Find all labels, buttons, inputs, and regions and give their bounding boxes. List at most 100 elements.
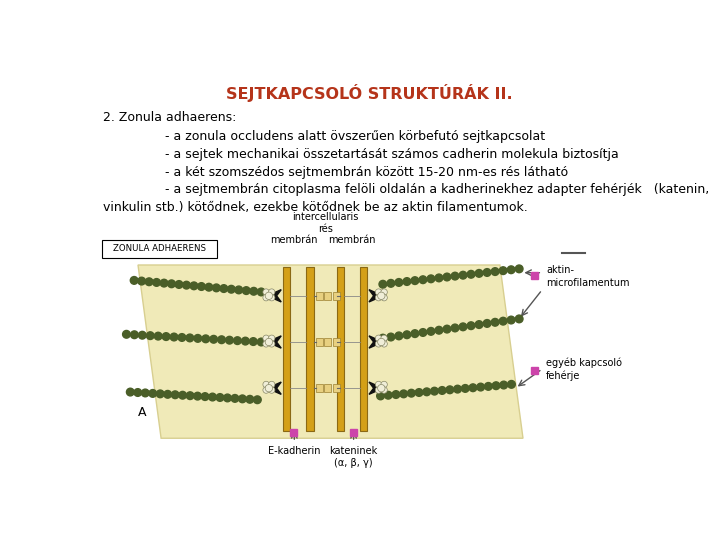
Circle shape	[263, 335, 269, 341]
Circle shape	[141, 389, 149, 397]
Bar	[316, 384, 323, 393]
FancyBboxPatch shape	[102, 240, 217, 258]
Circle shape	[243, 287, 250, 294]
Bar	[333, 384, 340, 393]
Circle shape	[392, 391, 400, 399]
Circle shape	[415, 389, 423, 396]
Bar	[290, 429, 297, 436]
Circle shape	[454, 385, 462, 393]
Circle shape	[491, 268, 499, 275]
Bar	[350, 429, 356, 436]
Circle shape	[516, 315, 523, 323]
Circle shape	[194, 334, 202, 342]
Circle shape	[384, 392, 392, 399]
Circle shape	[263, 387, 269, 393]
Circle shape	[212, 284, 220, 292]
Polygon shape	[369, 382, 383, 394]
Circle shape	[443, 325, 451, 333]
Bar	[306, 267, 314, 430]
Circle shape	[170, 333, 178, 341]
Circle shape	[257, 288, 265, 296]
Circle shape	[377, 384, 385, 392]
Circle shape	[238, 395, 246, 403]
Text: kateninek
(α, β, γ): kateninek (α, β, γ)	[330, 446, 378, 468]
Circle shape	[265, 384, 273, 392]
Circle shape	[263, 294, 269, 301]
Circle shape	[265, 338, 273, 346]
Circle shape	[263, 341, 269, 347]
Circle shape	[231, 395, 239, 402]
Circle shape	[224, 394, 231, 402]
Polygon shape	[267, 336, 282, 348]
Circle shape	[375, 335, 382, 341]
Circle shape	[395, 332, 402, 340]
Circle shape	[138, 332, 146, 339]
Circle shape	[483, 268, 491, 276]
Circle shape	[249, 338, 257, 346]
Circle shape	[508, 316, 515, 324]
Text: aktin-
microfilamentum: aktin- microfilamentum	[546, 265, 629, 288]
Bar	[324, 338, 331, 346]
Circle shape	[253, 396, 261, 403]
Circle shape	[164, 390, 171, 398]
Text: 2. Zonula adhaerens:: 2. Zonula adhaerens:	[102, 111, 236, 124]
Circle shape	[387, 333, 395, 341]
Circle shape	[235, 286, 243, 294]
Bar	[324, 292, 331, 300]
Circle shape	[375, 381, 382, 388]
Circle shape	[451, 272, 459, 280]
Circle shape	[499, 267, 507, 274]
Circle shape	[197, 282, 205, 291]
Circle shape	[411, 277, 419, 285]
Circle shape	[178, 334, 186, 341]
Circle shape	[263, 289, 269, 295]
Circle shape	[194, 392, 202, 400]
Text: egyéb kapcsoló
fehérje: egyéb kapcsoló fehérje	[546, 357, 622, 381]
Bar	[316, 338, 323, 346]
Circle shape	[381, 335, 387, 341]
Circle shape	[377, 292, 385, 300]
Circle shape	[146, 332, 154, 340]
Circle shape	[508, 266, 515, 274]
Circle shape	[459, 271, 467, 279]
Text: membrán: membrán	[271, 235, 318, 245]
Circle shape	[122, 330, 130, 338]
Circle shape	[443, 273, 451, 281]
Polygon shape	[138, 265, 523, 438]
Circle shape	[201, 393, 209, 401]
Circle shape	[423, 388, 431, 396]
Circle shape	[257, 338, 265, 346]
Circle shape	[190, 282, 198, 289]
Circle shape	[483, 320, 491, 327]
Polygon shape	[267, 289, 282, 302]
Circle shape	[379, 280, 387, 288]
Circle shape	[377, 392, 384, 400]
Bar	[531, 272, 538, 279]
Circle shape	[250, 287, 258, 295]
Circle shape	[427, 275, 435, 282]
Circle shape	[183, 281, 190, 289]
Circle shape	[491, 319, 499, 326]
Text: vinkulin stb.) kötődnek, ezekbe kötődnek be az aktin filamentumok.: vinkulin stb.) kötődnek, ezekbe kötődnek…	[102, 201, 527, 214]
Circle shape	[411, 330, 419, 338]
Circle shape	[431, 387, 438, 395]
Circle shape	[241, 338, 249, 345]
Circle shape	[485, 382, 492, 390]
Circle shape	[171, 391, 179, 399]
Circle shape	[435, 274, 443, 282]
Circle shape	[408, 389, 415, 397]
Circle shape	[467, 322, 475, 329]
Circle shape	[269, 335, 275, 341]
Circle shape	[175, 281, 183, 288]
Circle shape	[379, 334, 387, 342]
Circle shape	[469, 384, 477, 392]
Text: - a sejtek mechanikai összetartását számos cadherin molekula biztosítja: - a sejtek mechanikai összetartását szám…	[165, 148, 618, 161]
Text: SEJTKAPCSOLÓ STRUKTÚRÁK II.: SEJTKAPCSOLÓ STRUKTÚRÁK II.	[225, 84, 513, 102]
Circle shape	[462, 384, 469, 392]
Circle shape	[160, 279, 168, 287]
Circle shape	[427, 327, 435, 335]
Bar	[333, 292, 340, 300]
Circle shape	[168, 280, 176, 288]
Bar	[337, 267, 344, 430]
Circle shape	[269, 294, 275, 301]
